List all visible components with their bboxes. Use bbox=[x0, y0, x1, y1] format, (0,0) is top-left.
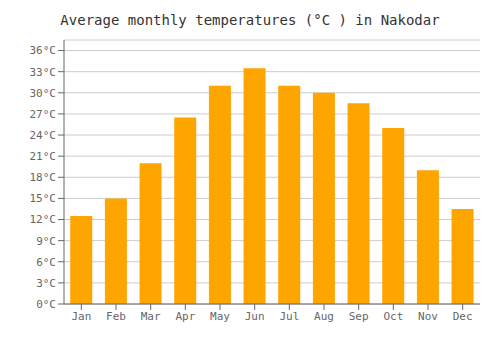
svg-text:27°C: 27°C bbox=[30, 108, 57, 121]
svg-text:3°C: 3°C bbox=[36, 277, 56, 290]
html-text:Average monthly temperatures (: Average monthly temperatures (°C ) in Na… bbox=[60, 12, 440, 28]
svg-text:33°C: 33°C bbox=[30, 66, 57, 79]
svg-text:15°C: 15°C bbox=[30, 192, 57, 205]
svg-text:Nov: Nov bbox=[418, 310, 438, 323]
svg-text:12°C: 12°C bbox=[30, 213, 57, 226]
svg-text:Feb: Feb bbox=[106, 310, 126, 323]
svg-text:Dec: Dec bbox=[453, 310, 473, 323]
svg-text:0°C: 0°C bbox=[36, 298, 56, 311]
svg-text:Sep: Sep bbox=[349, 310, 369, 323]
svg-text:21°C: 21°C bbox=[30, 150, 57, 163]
svg-text:18°C: 18°C bbox=[30, 171, 57, 184]
svg-text:9°C: 9°C bbox=[36, 235, 56, 248]
svg-text:Jan: Jan bbox=[71, 310, 91, 323]
svg-text:6°C: 6°C bbox=[36, 256, 56, 269]
svg-text:Oct: Oct bbox=[383, 310, 403, 323]
svg-text:36°C: 36°C bbox=[30, 44, 57, 57]
svg-text:Mar: Mar bbox=[141, 310, 161, 323]
svg-text:Jun: Jun bbox=[245, 310, 265, 323]
svg-text:Jul: Jul bbox=[279, 310, 299, 323]
svg-text:24°C: 24°C bbox=[30, 129, 57, 142]
svg-text:30°C: 30°C bbox=[30, 87, 57, 100]
svg-text:Aug: Aug bbox=[314, 310, 334, 323]
svg-text:Apr: Apr bbox=[175, 310, 195, 323]
svg-text:May: May bbox=[210, 310, 230, 323]
